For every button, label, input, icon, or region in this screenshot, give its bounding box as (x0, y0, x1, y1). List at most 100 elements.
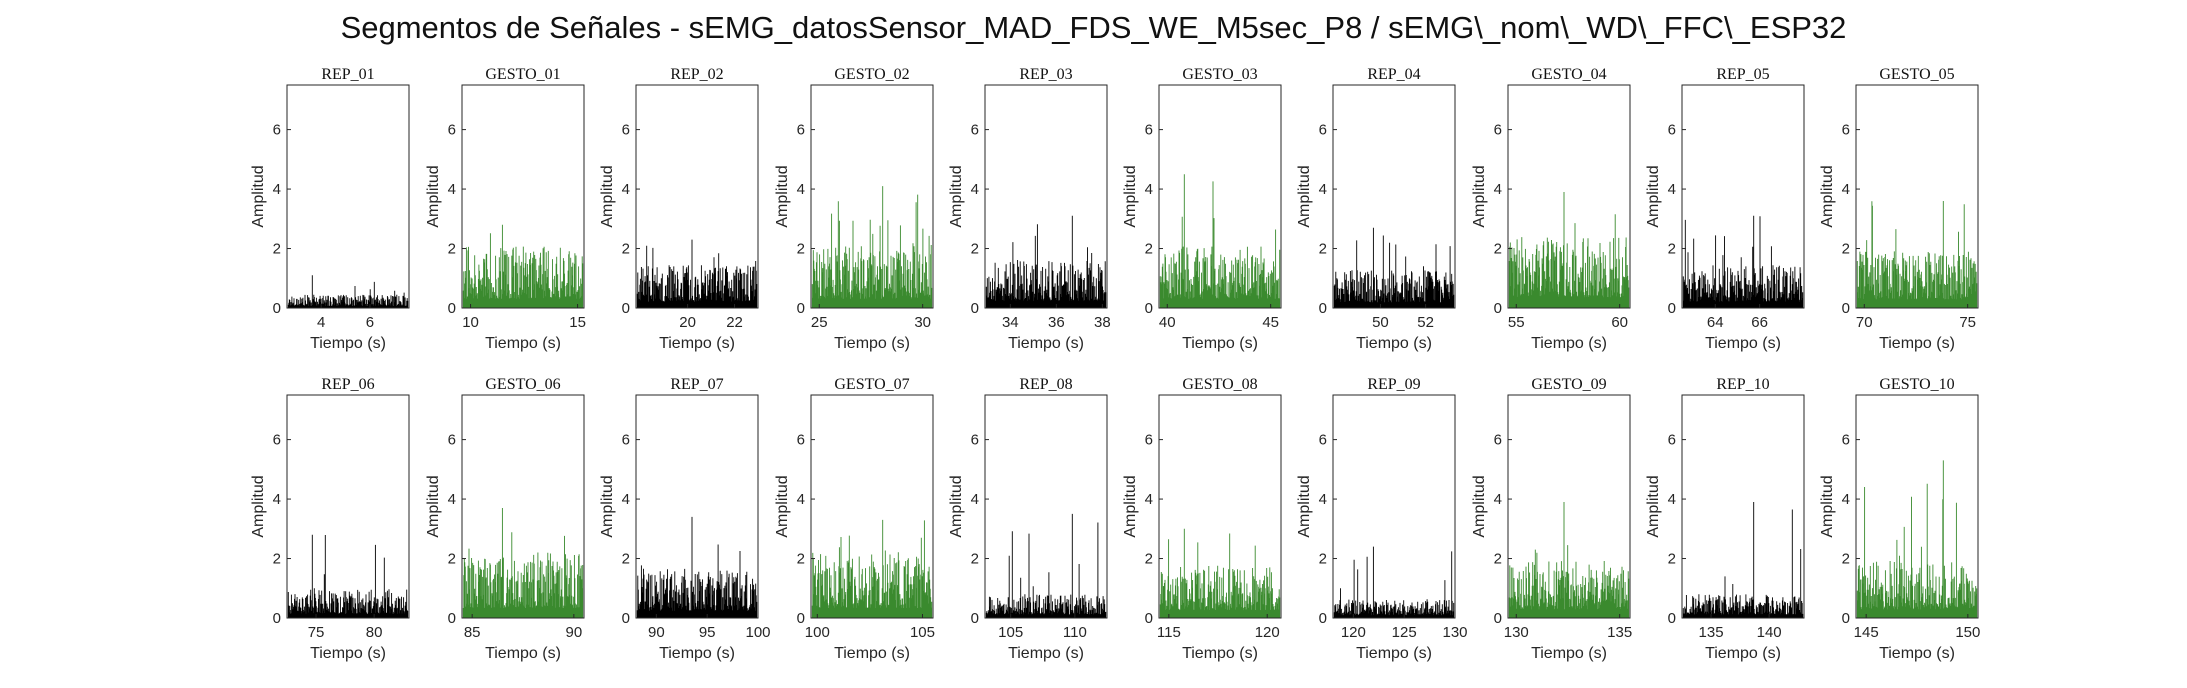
axes-box (1855, 84, 1979, 309)
y-tick-label: 4 (1842, 181, 1850, 198)
y-tick-label: 0 (273, 300, 281, 317)
y-tick-label: 6 (448, 122, 456, 139)
x-tick-label: 22 (726, 314, 743, 331)
y-tick-label: 0 (1668, 300, 1676, 317)
axes-box (461, 84, 585, 309)
signal-bars (287, 275, 409, 308)
subplot-rep-05: 0 2 4 6 64 66 REP_05 Tiempo (s) Amplitud (1645, 66, 1805, 352)
y-axis-label: Amplitud (250, 475, 267, 537)
y-tick-label: 0 (273, 610, 281, 627)
subplot-gesto-03: 0 2 4 6 40 45 GESTO_03 Tiempo (s) Amplitud (1122, 66, 1282, 352)
signal-bars (1333, 227, 1455, 308)
signal-bars (462, 508, 584, 618)
x-tick-label: 38 (1094, 314, 1111, 331)
signal-trace (462, 508, 584, 618)
subplot-title: GESTO_09 (1531, 376, 1606, 393)
figure-title: Segmentos de Señales - sEMG_datosSensor_… (340, 10, 1847, 45)
x-tick-label: 15 (569, 314, 586, 331)
y-axis-label: Amplitud (599, 165, 616, 227)
signal-trace (636, 516, 758, 618)
subplot-title: REP_04 (1367, 66, 1420, 83)
x-tick-label: 130 (1504, 624, 1529, 641)
y-axis-label: Amplitud (425, 165, 442, 227)
y-axis-label: Amplitud (774, 475, 791, 537)
signal-bars (1159, 174, 1281, 308)
signal-trace (1333, 227, 1455, 308)
signal-bars (287, 534, 409, 618)
subplot-gesto-09: 0 2 4 6 130 135 GESTO_09 Tiempo (s) Amplitud (1471, 376, 1632, 662)
y-tick-label: 0 (448, 300, 456, 317)
y-tick-label: 6 (273, 122, 281, 139)
signal-trace (811, 186, 933, 308)
subplot-gesto-07: 0 2 4 6 100 105 GESTO_07 Tiempo (s) Amplitud (774, 376, 935, 662)
axes-box (1507, 84, 1631, 309)
y-tick-label: 0 (1319, 610, 1327, 627)
y-tick-label: 4 (971, 181, 979, 198)
subplot-title: GESTO_06 (485, 376, 560, 393)
subplot-title: GESTO_01 (485, 66, 560, 83)
y-tick-label: 0 (1842, 300, 1850, 317)
axes-box (635, 84, 759, 309)
y-tick-label: 4 (1319, 181, 1327, 198)
axes-box (810, 394, 934, 619)
signal-bars (1856, 460, 1978, 618)
x-axis-label: Tiempo (s) (1008, 645, 1084, 662)
x-axis-label: Tiempo (s) (1182, 335, 1258, 352)
y-tick-label: 2 (448, 241, 456, 258)
signal-bars (462, 224, 584, 308)
x-tick-label: 4 (317, 314, 325, 331)
y-tick-label: 6 (1319, 122, 1327, 139)
subplot-rep-03: 0 2 4 6 34 36 38 REP_03 Tiempo (s) Amplitud (948, 66, 1111, 352)
y-axis-label: Amplitud (1122, 475, 1139, 537)
subplot-title: REP_03 (1019, 66, 1072, 83)
y-tick-label: 6 (448, 432, 456, 449)
y-axis-label: Amplitud (948, 165, 965, 227)
signal-bars (636, 516, 758, 618)
y-axis-label: Amplitud (1819, 165, 1836, 227)
y-tick-label: 4 (1319, 491, 1327, 508)
y-tick-label: 2 (1842, 241, 1850, 258)
x-axis-label: Tiempo (s) (834, 645, 910, 662)
y-tick-label: 4 (448, 491, 456, 508)
signal-trace (1159, 528, 1281, 618)
y-tick-label: 6 (1494, 432, 1502, 449)
y-tick-label: 2 (1145, 241, 1153, 258)
subplot-title: GESTO_02 (834, 66, 909, 83)
subplot-title: GESTO_07 (834, 376, 909, 393)
subplot-title: REP_08 (1019, 376, 1072, 393)
y-tick-label: 6 (273, 432, 281, 449)
y-tick-label: 4 (622, 181, 630, 198)
y-tick-label: 0 (797, 610, 805, 627)
y-tick-label: 2 (1145, 551, 1153, 568)
axes-box (1507, 394, 1631, 619)
x-tick-label: 66 (1751, 314, 1768, 331)
y-tick-label: 0 (971, 300, 979, 317)
signal-trace (811, 519, 933, 618)
subplot-rep-09: 0 2 4 6 120 125 130 REP_09 Tiempo (s) Amplitud (1296, 376, 1468, 662)
signal-trace (287, 275, 409, 308)
subplot-gesto-04: 0 2 4 6 55 60 GESTO_04 Tiempo (s) Amplitud (1471, 66, 1631, 352)
subplot-title: GESTO_10 (1879, 376, 1954, 393)
subplot-gesto-05: 0 2 4 6 70 75 GESTO_05 Tiempo (s) Amplitud (1819, 66, 1979, 352)
y-tick-label: 4 (1668, 181, 1676, 198)
x-tick-label: 135 (1699, 624, 1724, 641)
signal-bars (1682, 215, 1804, 308)
y-tick-label: 2 (448, 551, 456, 568)
y-tick-label: 0 (622, 300, 630, 317)
signal-trace (985, 215, 1107, 308)
subplot-title: GESTO_04 (1531, 66, 1606, 83)
y-tick-label: 0 (1319, 300, 1327, 317)
x-tick-label: 34 (1002, 314, 1019, 331)
y-tick-label: 4 (1145, 181, 1153, 198)
subplot-title: REP_06 (321, 376, 374, 393)
y-tick-label: 6 (1668, 122, 1676, 139)
y-tick-label: 6 (1494, 122, 1502, 139)
y-tick-label: 0 (448, 610, 456, 627)
x-tick-label: 100 (745, 624, 770, 641)
y-tick-label: 0 (797, 300, 805, 317)
y-tick-label: 2 (971, 241, 979, 258)
subplot-title: REP_09 (1367, 376, 1420, 393)
y-axis-label: Amplitud (1296, 475, 1313, 537)
y-tick-label: 2 (622, 551, 630, 568)
y-axis-label: Amplitud (1471, 475, 1488, 537)
